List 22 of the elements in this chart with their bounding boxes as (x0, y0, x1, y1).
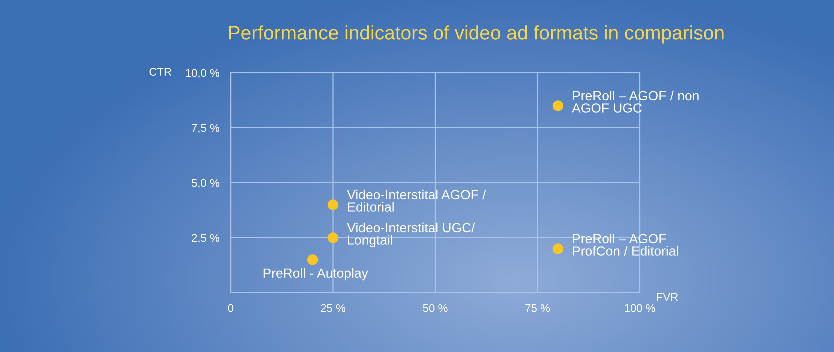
annotation: PreRoll – AGOF / non AGOF UGC (572, 90, 699, 113)
point (552, 244, 564, 254)
y-tick-label: 7,5 % (192, 124, 220, 134)
point (307, 254, 318, 266)
x-tick-label: 25 % (321, 304, 346, 312)
y-tick-label: 2,5 % (192, 234, 220, 244)
point (328, 200, 339, 210)
y-tick-label: 5,0 % (192, 179, 220, 188)
point (552, 100, 564, 112)
x-axis-title: FVR (657, 293, 678, 302)
annotation: Video-Interstital UGC/ Longtail (347, 222, 476, 248)
x-tick-label: 0 (228, 304, 234, 312)
point (328, 232, 339, 244)
y-axis-title: CTR (150, 68, 172, 76)
chart-title: Performance indicators of video ad formats in comparison (229, 26, 724, 44)
x-tick-label: 100 % (625, 304, 656, 312)
y-tick-label: 10,0 % (186, 69, 220, 78)
annotation: PreRoll – AGOF ProfCon / Editorial (573, 234, 678, 256)
annotation: PreRoll - Autoplay (264, 268, 368, 281)
x-tick-label: 75 % (526, 304, 550, 312)
annotation: Video-Interstital AGOF / Editorial (347, 190, 486, 212)
x-tick-label: 50 % (423, 304, 448, 312)
